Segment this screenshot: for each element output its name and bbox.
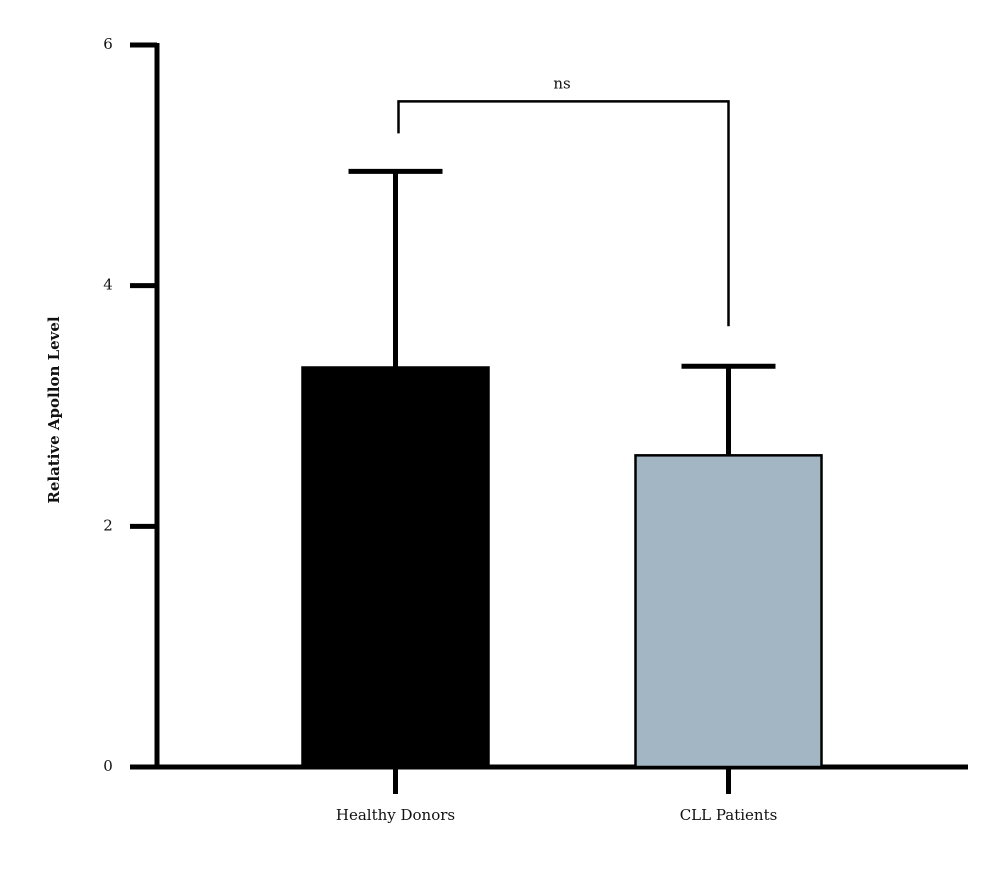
significance-label: ns <box>553 74 570 92</box>
x-tick-label: Healthy Donors <box>336 806 455 824</box>
y-axis-title: Relative Apollon Level <box>45 316 63 504</box>
bar <box>301 366 490 769</box>
y-tick-label: 2 <box>103 516 113 534</box>
y-tick-label: 4 <box>103 276 113 294</box>
x-tick-label: CLL Patients <box>680 806 778 824</box>
significance-bracket <box>397 100 730 327</box>
bar <box>634 454 823 769</box>
y-tick-label: 6 <box>103 35 113 53</box>
y-tick-label: 0 <box>103 757 113 775</box>
